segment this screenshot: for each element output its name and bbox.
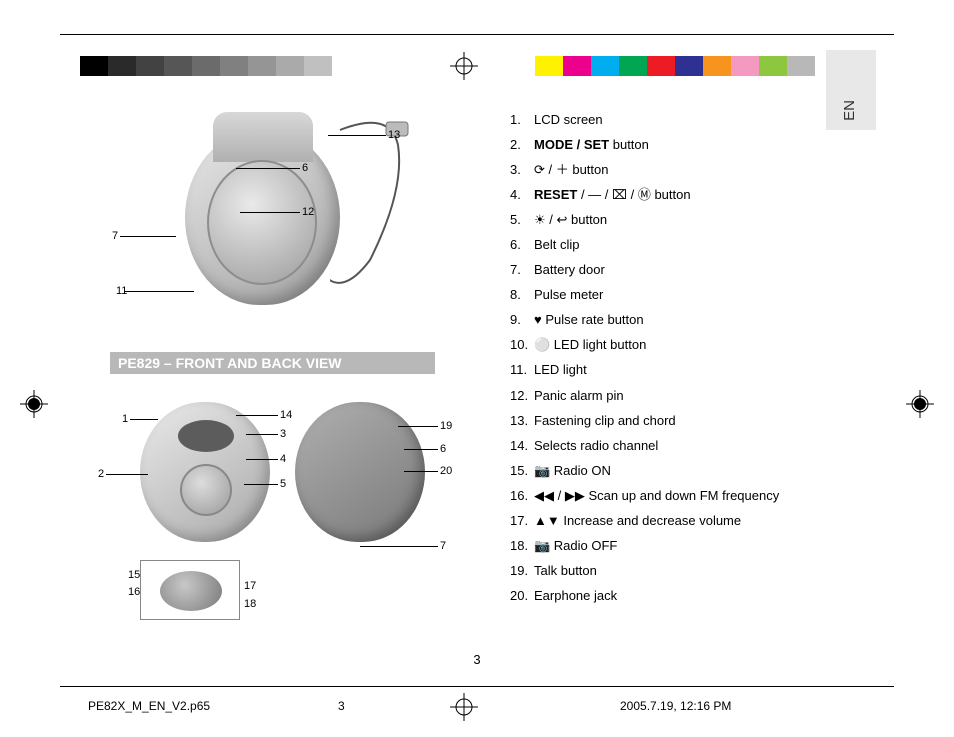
swatch <box>703 56 731 76</box>
callout-number: 6 <box>440 443 446 455</box>
callout-line <box>120 236 176 237</box>
swatch <box>276 56 304 76</box>
footer-page: 3 <box>338 699 345 713</box>
callout-number: 7 <box>112 230 118 242</box>
callout-number: 7 <box>440 540 446 552</box>
swatch <box>248 56 276 76</box>
register-mark-icon <box>450 693 478 721</box>
diagram-back-view <box>130 110 430 330</box>
footer-datetime: 2005.7.19, 12:16 PM <box>620 699 731 713</box>
callout-line <box>360 546 438 547</box>
callout-line <box>130 419 158 420</box>
control-ring <box>180 464 232 516</box>
swatch <box>136 56 164 76</box>
swatch <box>675 56 703 76</box>
section-heading: PE829 – FRONT AND BACK VIEW <box>110 352 435 374</box>
swatch <box>759 56 787 76</box>
register-mark-icon <box>20 390 48 418</box>
battery-door <box>207 160 317 285</box>
list-item: 13.Fastening clip and chord <box>510 409 880 433</box>
list-item: 11.LED light <box>510 358 880 382</box>
register-mark-icon <box>450 52 478 80</box>
list-item: 3.⟳ / ＋ button <box>510 158 880 182</box>
fastening-cord <box>330 120 430 300</box>
list-item: 16.◀◀ / ▶▶ Scan up and down FM frequency <box>510 484 880 508</box>
callout-number: 5 <box>280 478 286 490</box>
swatch <box>332 56 360 76</box>
swatch <box>80 56 108 76</box>
swatch <box>304 56 332 76</box>
volume-knob <box>160 571 222 611</box>
volume-knob-inset <box>140 560 240 620</box>
device-back <box>295 402 425 542</box>
swatch <box>647 56 675 76</box>
colorbar-gray <box>80 56 360 76</box>
rule-bottom <box>60 686 894 687</box>
list-item: 9.♥ Pulse rate button <box>510 308 880 332</box>
list-item: 19.Talk button <box>510 559 880 583</box>
register-mark-icon <box>906 390 934 418</box>
callout-number: 15 <box>128 569 140 581</box>
callout-line <box>236 415 278 416</box>
list-item: 7.Battery door <box>510 258 880 282</box>
rule-top <box>60 34 894 35</box>
swatch <box>535 56 563 76</box>
callout-number: 17 <box>244 580 256 592</box>
list-item: 10.⚪ LED light button <box>510 333 880 357</box>
list-item: 15.📷 Radio ON <box>510 459 880 483</box>
callout-number: 3 <box>280 428 286 440</box>
callout-number: 19 <box>440 420 452 432</box>
list-item: 8.Pulse meter <box>510 283 880 307</box>
list-item: 4.RESET / — / ⌧ / Ⓜ button <box>510 183 880 207</box>
manual-page: EN 61312711 PE829 – FRONT AND BACK VIEW … <box>0 0 954 737</box>
swatch <box>164 56 192 76</box>
list-item: 2.MODE / SET button <box>510 133 880 157</box>
footer-filename: PE82X_M_EN_V2.p65 <box>88 699 210 713</box>
callout-number: 6 <box>302 162 308 174</box>
list-item: 1.LCD screen <box>510 108 880 132</box>
list-item: 6.Belt clip <box>510 233 880 257</box>
callout-line <box>106 474 148 475</box>
callout-number: 4 <box>280 453 286 465</box>
callout-number: 1 <box>122 413 128 425</box>
list-item: 20.Earphone jack <box>510 584 880 608</box>
device-body <box>185 130 340 305</box>
list-item: 18.📷 Radio OFF <box>510 534 880 558</box>
callout-line <box>236 168 300 169</box>
callout-line <box>398 426 438 427</box>
swatch <box>563 56 591 76</box>
callout-line <box>404 449 438 450</box>
callout-line <box>246 459 278 460</box>
callout-line <box>328 135 386 136</box>
swatch <box>108 56 136 76</box>
callout-line <box>240 212 300 213</box>
page-number: 3 <box>0 652 954 667</box>
callout-number: 13 <box>388 129 400 141</box>
list-item: 17.▲▼ Increase and decrease volume <box>510 509 880 533</box>
callout-number: 18 <box>244 598 256 610</box>
list-item: 14.Selects radio channel <box>510 434 880 458</box>
swatch <box>192 56 220 76</box>
parts-list: 1.LCD screen2.MODE / SET button3.⟳ / ＋ b… <box>510 108 880 609</box>
callout-number: 16 <box>128 586 140 598</box>
callout-line <box>404 471 438 472</box>
device-front <box>140 402 270 542</box>
callout-line <box>246 434 278 435</box>
swatch <box>591 56 619 76</box>
list-item: 5.☀ / ↩ button <box>510 208 880 232</box>
belt-clip <box>213 112 313 162</box>
lcd-screen <box>178 420 234 452</box>
colorbar-color <box>535 56 815 76</box>
callout-number: 14 <box>280 409 292 421</box>
callout-line <box>244 484 278 485</box>
swatch <box>220 56 248 76</box>
swatch <box>619 56 647 76</box>
swatch <box>731 56 759 76</box>
callout-number: 20 <box>440 465 452 477</box>
callout-number: 12 <box>302 206 314 218</box>
callout-line <box>124 291 194 292</box>
swatch <box>787 56 815 76</box>
callout-number: 2 <box>98 468 104 480</box>
list-item: 12.Panic alarm pin <box>510 384 880 408</box>
